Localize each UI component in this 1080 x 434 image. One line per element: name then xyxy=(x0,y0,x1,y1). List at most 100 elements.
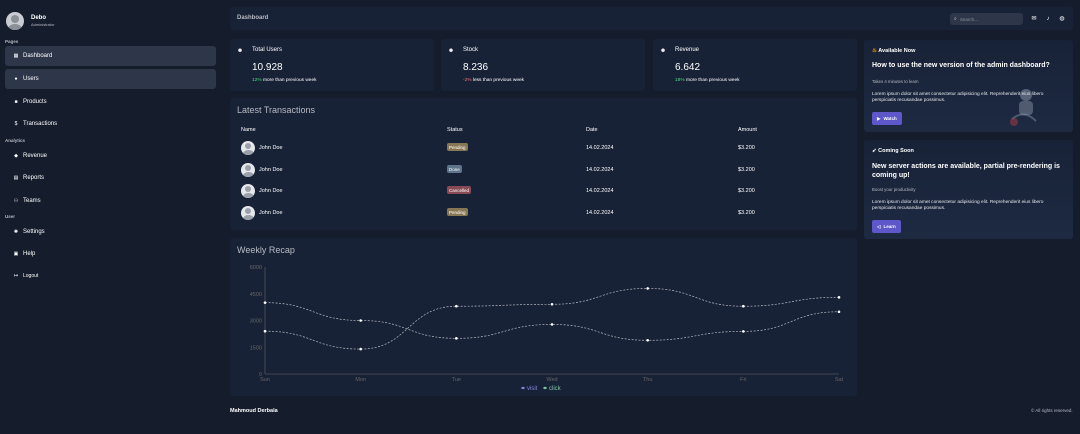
card-revenue[interactable]: ☻ Revenue 6.642 18% more than previous w… xyxy=(653,39,857,91)
row-name: John Doe xyxy=(259,145,283,151)
reports-icon: ▤ xyxy=(13,175,19,181)
column-header-name: Name xyxy=(241,127,256,133)
sidebar-item-dashboard[interactable]: ▦ Dashboard xyxy=(5,46,216,66)
series-line-visit xyxy=(264,302,840,341)
learn-icon: ◁ xyxy=(877,223,881,229)
y-tick-label: 3000 xyxy=(250,319,262,325)
dashboard-icon: ▦ xyxy=(13,53,19,59)
series-line-click xyxy=(264,288,840,350)
play-icon: ▶ xyxy=(877,115,881,121)
weekly-recap-panel: Weekly Recap 0 1500 3000 4500 6000 Sun Mon Tue W… xyxy=(230,238,857,396)
data-point-click xyxy=(359,347,362,351)
rocket-icon: ➶ xyxy=(872,148,877,154)
search-input[interactable] xyxy=(959,16,1020,22)
sidebar-item-help[interactable]: ▣ Help xyxy=(5,244,216,264)
data-point-visit xyxy=(550,323,554,326)
revenue-icon: ☻ xyxy=(659,48,667,54)
watch-button[interactable]: ▶ Watch xyxy=(872,112,902,125)
legend-label-visit: visit xyxy=(527,386,538,392)
data-point-click xyxy=(646,287,649,290)
logout-label: Logout xyxy=(23,273,39,279)
sidebar-item-revenue[interactable]: ◆ Revenue xyxy=(5,146,216,166)
footer-author: Mahmoud Derbala xyxy=(230,408,278,414)
card-detail-text: more than previous week xyxy=(685,78,740,83)
x-tick-label: Thu xyxy=(643,377,652,383)
weekly-recap-chart: 0 1500 3000 4500 6000 Sun Mon Tue Wed Thu Fri Sat vi… xyxy=(250,265,844,392)
data-point-click xyxy=(455,304,458,308)
card-change: -2% xyxy=(463,78,472,83)
column-header-status: Status xyxy=(447,127,463,133)
card-total-users[interactable]: ☻ Total Users 10.928 12% more than previ… xyxy=(230,39,434,91)
promo-badge-label: Coming Soon xyxy=(878,148,914,154)
row-amount: $3.200 xyxy=(738,188,755,194)
table-row[interactable]: John Doe Cancelled 14.02.2024 $3.200 xyxy=(230,184,857,200)
status-badge: Cancelled xyxy=(447,186,472,194)
promo-card-coming-soon: ➶ Coming Soon New server actions are ava… xyxy=(864,140,1073,239)
search-box[interactable]: ⌕ xyxy=(950,13,1023,25)
transactions-icon: $ xyxy=(14,121,18,127)
footer-copyright: © All rights reserved. xyxy=(1031,408,1073,413)
legend-dot-visit xyxy=(521,386,525,390)
promo-badge-label: Available Now xyxy=(878,48,916,54)
card-detail: 18% more than previous week xyxy=(675,78,740,83)
user-name: Debo xyxy=(31,15,46,21)
legend-label-click: click xyxy=(549,386,562,392)
card-detail-text: less than previous week xyxy=(472,78,525,83)
row-name: John Doe xyxy=(259,167,283,173)
globe-icon[interactable]: ◍ xyxy=(1059,16,1065,22)
learn-button[interactable]: ◁ Learn xyxy=(872,220,901,233)
sidebar-item-settings[interactable]: ✺ Settings xyxy=(5,222,216,242)
sidebar-item-reports[interactable]: ▤ Reports xyxy=(5,168,216,188)
column-header-amount: Amount xyxy=(738,127,757,133)
logout-button[interactable]: ↦ Logout xyxy=(5,266,216,286)
avatar xyxy=(6,12,24,30)
row-amount: $3.200 xyxy=(738,145,755,151)
sidebar-item-products[interactable]: ■ Products xyxy=(5,92,216,112)
table-row[interactable]: John Doe Done 14.02.2024 $3.200 xyxy=(230,163,857,179)
learn-button-label: Learn xyxy=(883,224,896,229)
section-title-pages: Pages xyxy=(5,39,19,44)
x-tick-label: Wed xyxy=(546,377,557,383)
user-role: Administrator xyxy=(31,22,55,27)
card-detail: 12% more than previous week xyxy=(252,78,317,83)
promo-badge: ♨ Available Now xyxy=(872,48,915,54)
row-name: John Doe xyxy=(259,210,283,216)
y-tick-label: 0 xyxy=(259,372,262,378)
sidebar-item-teams[interactable]: ⚇ Teams xyxy=(5,191,216,211)
sidebar-item-label: Help xyxy=(23,251,36,257)
help-icon: ▣ xyxy=(13,251,19,257)
y-tick-label: 6000 xyxy=(250,265,262,271)
revenue-icon: ◆ xyxy=(14,153,18,159)
data-point-visit xyxy=(455,337,458,340)
promo-subtitle: Takes 4 minutes to learn xyxy=(872,79,919,84)
legend-dot-click xyxy=(543,386,547,390)
avatar xyxy=(241,141,255,155)
data-point-visit xyxy=(837,310,841,314)
notifications-icon[interactable]: ♪ xyxy=(1046,16,1050,22)
data-point-visit xyxy=(263,301,267,304)
card-change: 18% xyxy=(675,78,685,83)
sidebar-item-users[interactable]: ● Users xyxy=(5,69,216,89)
row-date: 14.02.2024 xyxy=(586,145,614,151)
transactions-heading: Latest Transactions xyxy=(237,105,316,115)
row-date: 14.02.2024 xyxy=(586,167,614,173)
promo-badge: ➶ Coming Soon xyxy=(872,148,914,154)
user-box: Debo Administrator xyxy=(6,12,55,30)
promo-description: Lorem ipsum dolor sit amet consectetur a… xyxy=(872,200,1044,211)
sidebar-item-label: Revenue xyxy=(23,153,48,159)
table-row[interactable]: John Doe Pending 14.02.2024 $3.200 xyxy=(230,206,857,222)
search-icon: ⌕ xyxy=(954,16,957,22)
sidebar-item-transactions[interactable]: $ Transactions xyxy=(5,114,216,134)
logout-icon: ↦ xyxy=(13,273,19,279)
column-header-date: Date xyxy=(586,127,598,133)
gear-icon: ✺ xyxy=(13,229,19,235)
sidebar-item-label: Settings xyxy=(23,229,45,235)
messages-icon[interactable]: ✉ xyxy=(1031,16,1037,22)
table-row[interactable]: John Doe Pending 14.02.2024 $3.200 xyxy=(230,141,857,157)
data-point-visit xyxy=(646,338,649,342)
row-date: 14.02.2024 xyxy=(586,210,614,216)
card-stock[interactable]: ☻ Stock 8.236 -2% less than previous wee… xyxy=(441,39,645,91)
x-tick-label: Tue xyxy=(452,377,461,383)
row-amount: $3.200 xyxy=(738,210,755,216)
users-icon: ● xyxy=(14,76,18,82)
